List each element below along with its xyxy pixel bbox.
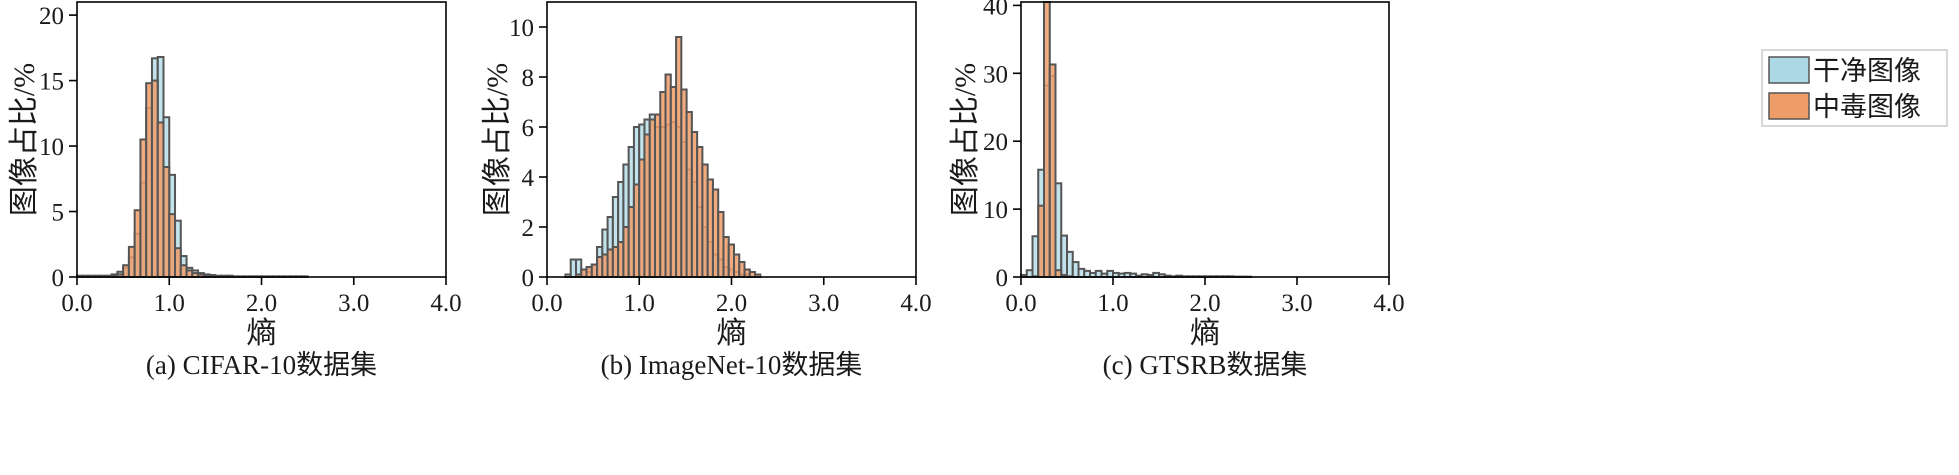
panel-caption: (b) ImageNet-10数据集 xyxy=(601,350,863,380)
panel-caption: (c) GTSRB数据集 xyxy=(1103,350,1308,380)
x-tick-label: 3.0 xyxy=(338,290,369,317)
y-axis-label: 图像占比/% xyxy=(949,63,982,216)
x-tick-label: 4.0 xyxy=(900,290,931,317)
x-tick-label: 1.0 xyxy=(1097,290,1128,317)
x-axis-ticks: 0.0 1.0 2.0 3.0 4.0 xyxy=(531,277,932,317)
y-tick-label: 5 xyxy=(52,200,65,227)
y-tick-label: 10 xyxy=(39,134,64,161)
x-tick-label: 0.0 xyxy=(531,290,562,317)
x-axis-ticks: 0.0 1.0 2.0 3.0 4.0 xyxy=(1005,277,1405,317)
x-tick-label: 2.0 xyxy=(1189,290,1220,317)
x-axis-ticks: 0.0 1.0 2.0 3.0 4.0 xyxy=(61,277,462,317)
x-tick-label: 2.0 xyxy=(246,290,277,317)
histogram-panel-gtsrb: 0.0 1.0 2.0 3.0 4.0 0 10 20 30 40 熵 图像占比/% (c) G… xyxy=(949,0,1405,380)
x-tick-label: 0.0 xyxy=(1005,290,1036,317)
y-tick-label: 10 xyxy=(983,197,1008,224)
y-tick-label: 0 xyxy=(996,265,1009,292)
legend-label-poisoned: 中毒图像 xyxy=(1813,92,1921,122)
x-tick-label: 1.0 xyxy=(154,290,185,317)
x-tick-label: 1.0 xyxy=(624,290,655,317)
x-tick-label: 4.0 xyxy=(1373,290,1404,317)
poisoned-bar xyxy=(1048,63,1057,279)
histogram-panel-cifar10: 0.0 1.0 2.0 3.0 4.0 0 5 10 15 20 熵 图像占比/% (a) CI… xyxy=(8,1,462,380)
x-tick-label: 4.0 xyxy=(430,290,461,317)
x-tick-label: 3.0 xyxy=(1281,290,1312,317)
y-tick-label: 0 xyxy=(522,265,535,292)
clean-bars xyxy=(76,56,309,279)
y-tick-label: 0 xyxy=(52,265,65,292)
y-axis-label: 图像占比/% xyxy=(481,63,514,216)
y-tick-label: 2 xyxy=(522,215,535,242)
y-tick-label: 20 xyxy=(39,3,64,30)
y-axis-ticks: 0 10 20 30 40 xyxy=(983,0,1021,292)
y-axis-ticks: 0 2 4 6 8 10 xyxy=(509,15,547,292)
plot-frame xyxy=(1020,1,1390,278)
y-tick-label: 8 xyxy=(522,65,535,92)
y-tick-label: 40 xyxy=(983,0,1008,20)
poisoned-bars xyxy=(76,79,234,279)
legend-label-clean: 干净图像 xyxy=(1813,56,1921,86)
x-tick-label: 2.0 xyxy=(716,290,747,317)
x-tick-label: 3.0 xyxy=(808,290,839,317)
y-axis-label: 图像占比/% xyxy=(8,63,41,216)
x-axis-label: 熵 xyxy=(717,317,747,350)
x-tick-label: 0.0 xyxy=(61,290,92,317)
legend: 干净图像 中毒图像 xyxy=(1761,49,1948,127)
y-tick-label: 4 xyxy=(522,165,535,192)
legend-swatch-poisoned xyxy=(1768,92,1810,120)
y-axis-ticks: 0 5 10 15 20 xyxy=(39,3,77,292)
histogram-panel-imagenet10: 0.0 1.0 2.0 3.0 4.0 0 2 4 6 8 10 熵 图像占比/% (b) Ima… xyxy=(481,1,932,380)
y-tick-label: 15 xyxy=(39,69,64,96)
y-tick-label: 20 xyxy=(983,129,1008,156)
panel-caption: (a) CIFAR-10数据集 xyxy=(146,350,377,380)
legend-swatch-clean xyxy=(1768,56,1810,84)
x-axis-label: 熵 xyxy=(1190,317,1220,350)
y-tick-label: 30 xyxy=(983,61,1008,88)
y-tick-label: 10 xyxy=(509,15,534,42)
x-axis-label: 熵 xyxy=(247,317,277,350)
plot-frame xyxy=(76,1,447,278)
y-tick-label: 6 xyxy=(522,115,535,142)
